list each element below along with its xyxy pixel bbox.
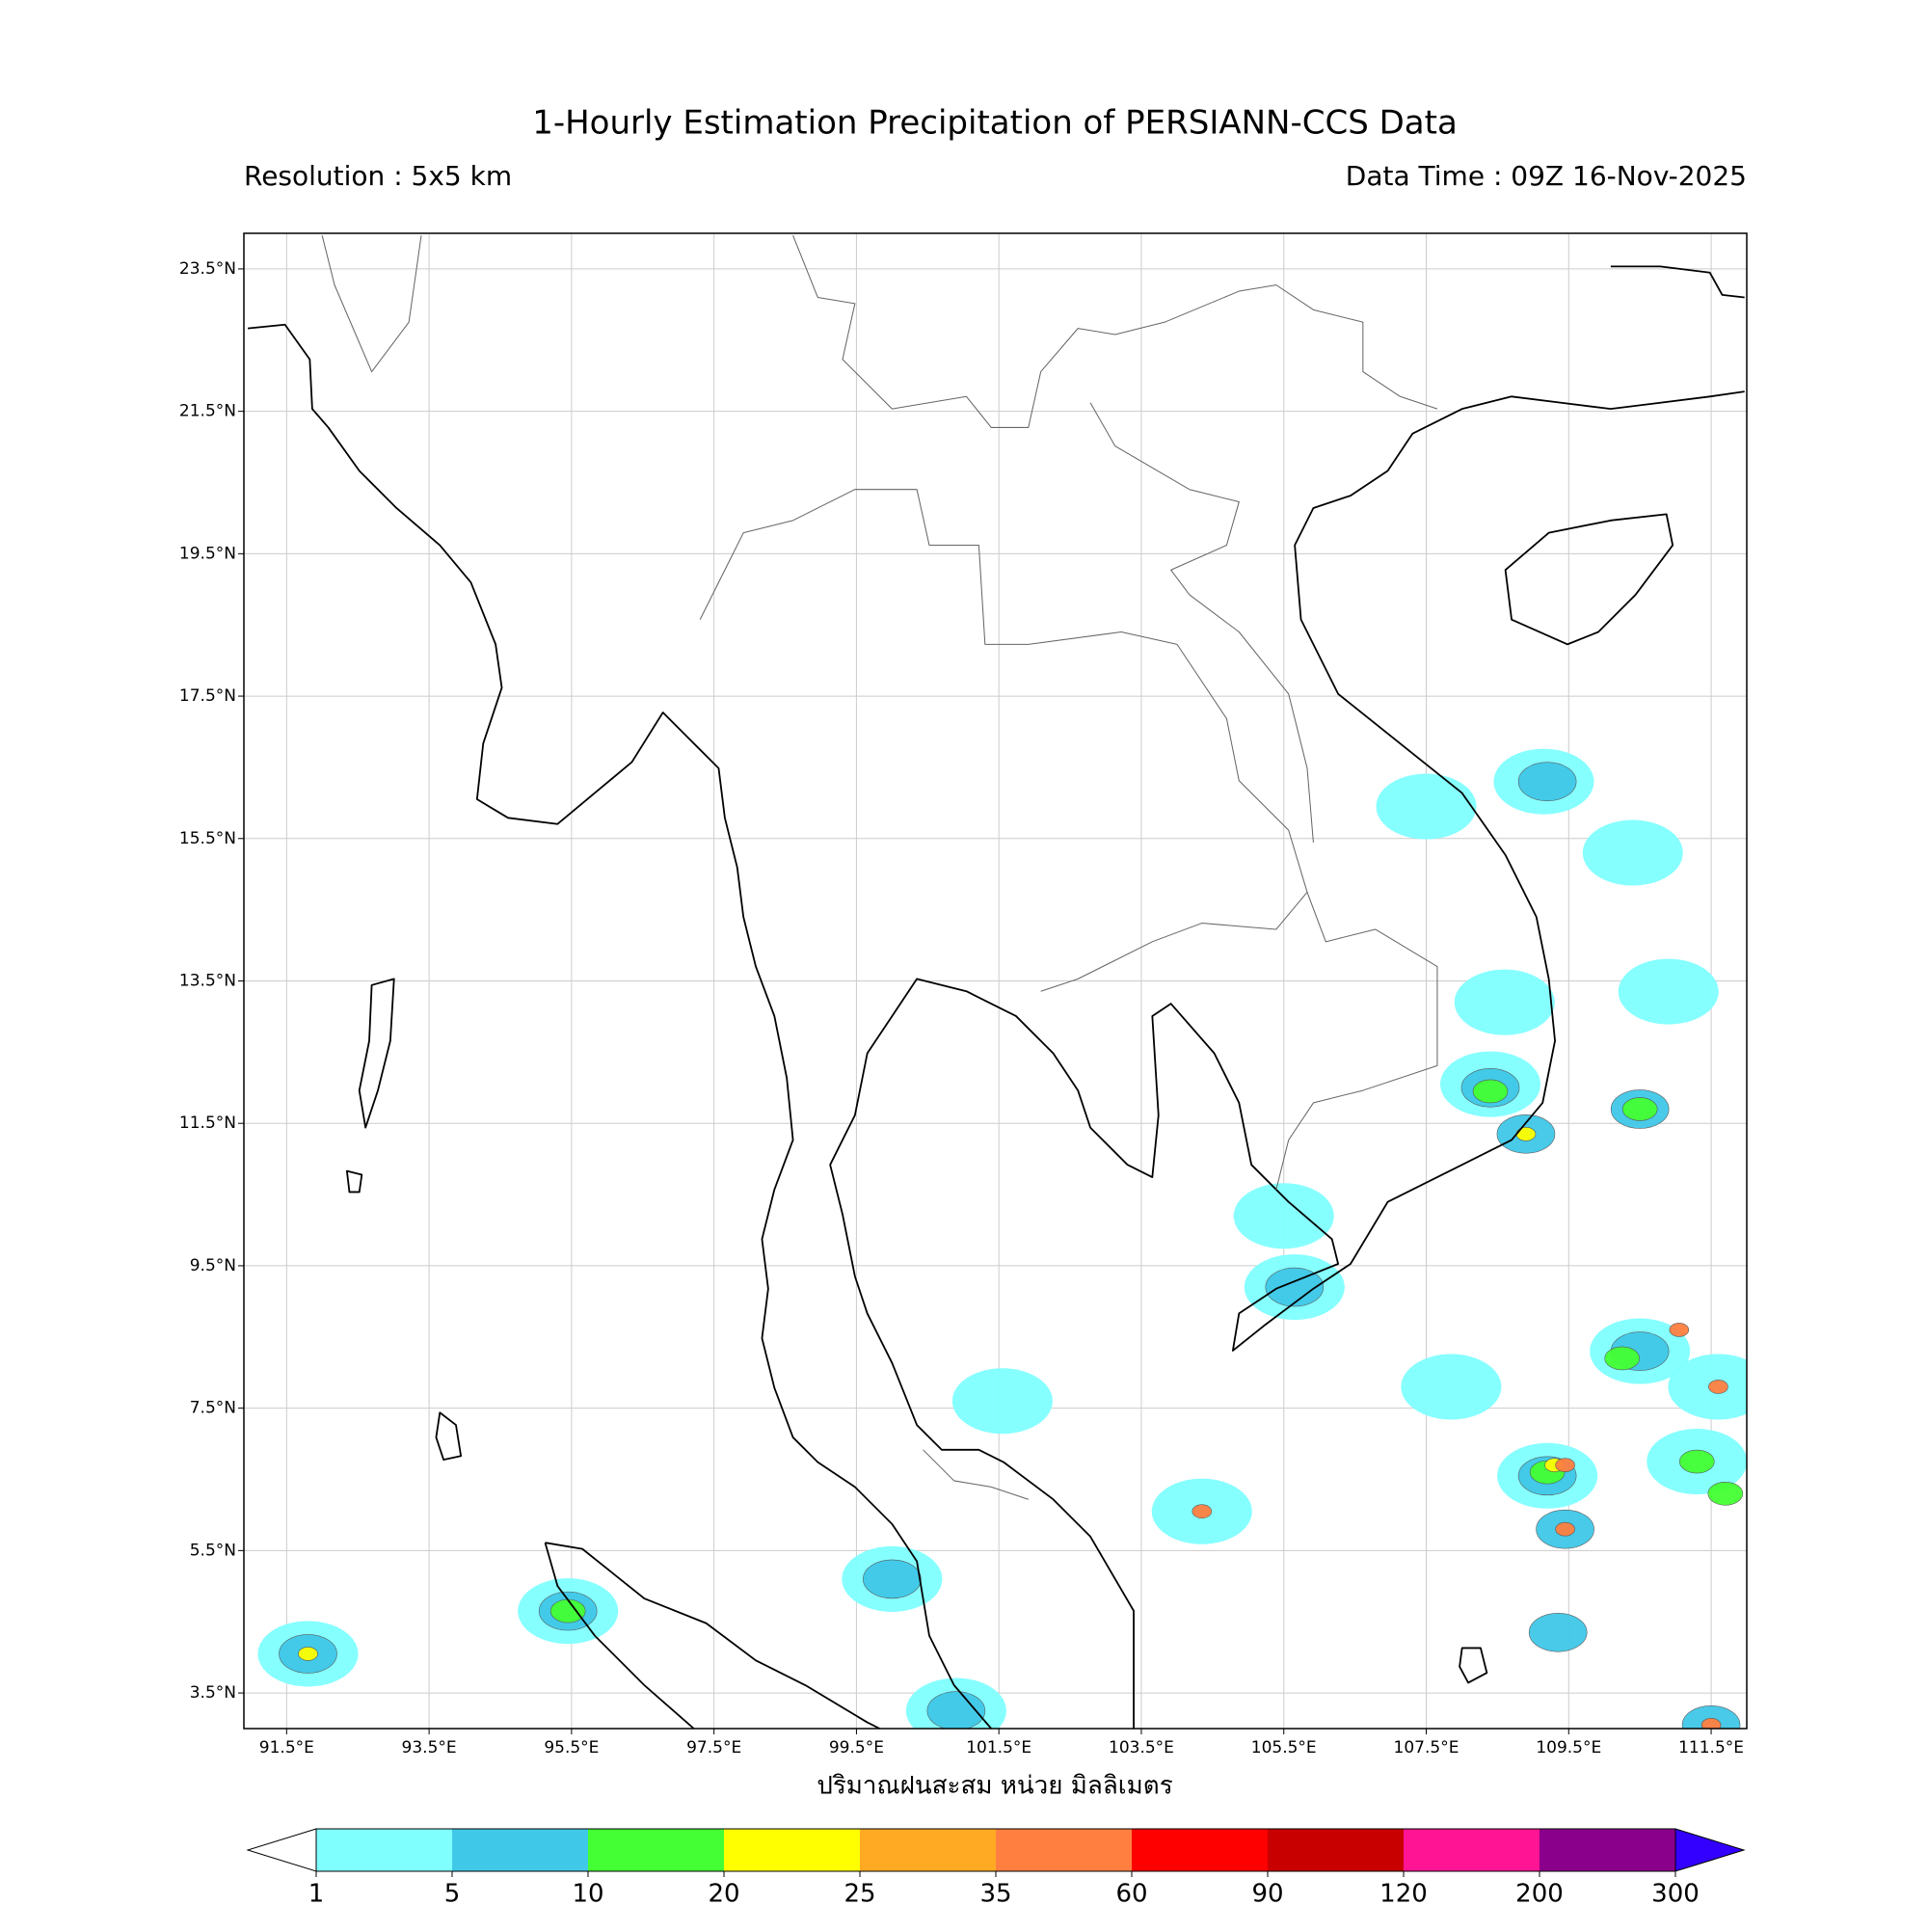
y-tick-label: 19.5°N <box>179 544 236 563</box>
colorbar-band <box>316 1829 453 1871</box>
colorbar-band <box>996 1829 1133 1871</box>
colorbar-band <box>1132 1829 1269 1871</box>
colorbar-band <box>588 1829 725 1871</box>
basemap <box>247 235 1745 1729</box>
country-border <box>699 489 1308 992</box>
x-tick-label: 93.5°E <box>402 1738 457 1758</box>
resolution-label: Resolution : 5x5 km <box>244 160 512 192</box>
colorbar-band <box>724 1829 861 1871</box>
y-tick-label: 13.5°N <box>179 972 236 991</box>
rain-cell <box>1668 1354 1747 1420</box>
rain-cell <box>1472 1079 1509 1104</box>
y-tick-label: 23.5°N <box>179 259 236 279</box>
rain-cell <box>298 1647 318 1661</box>
y-tick-label: 11.5°N <box>179 1114 236 1133</box>
colorbar-tick-label: 60 <box>1115 1880 1147 1909</box>
x-tick-label: 91.5°E <box>259 1738 314 1758</box>
coastline <box>829 390 1745 1729</box>
coastline <box>247 323 992 1729</box>
x-tick-label: 111.5°E <box>1678 1738 1744 1758</box>
rain-cell <box>1681 1705 1741 1729</box>
rain-cell <box>1265 1267 1325 1307</box>
rain-cell <box>1621 1097 1658 1121</box>
rain-cell <box>1401 1354 1502 1420</box>
map-title: 1-Hourly Estimation Precipitation of PER… <box>532 104 1458 143</box>
y-tick-label: 15.5°N <box>179 829 236 848</box>
x-tick-label: 109.5°E <box>1536 1738 1601 1758</box>
colorbar-band <box>1540 1829 1676 1871</box>
colorbar-band <box>860 1829 997 1871</box>
colorbar-tick-label: 200 <box>1515 1880 1564 1909</box>
x-tick-label: 101.5°E <box>966 1738 1031 1758</box>
colorbar: 1 5 10 20 25 35 60 90 120 200 300 <box>246 1828 1746 1909</box>
country-border <box>792 235 1438 1191</box>
y-tick-label: 3.5°N <box>190 1683 236 1703</box>
colorbar-tick-label: 1 <box>308 1880 325 1909</box>
y-tick-label: 21.5°N <box>179 402 236 421</box>
rain-cell <box>926 1691 986 1729</box>
x-tick-label: 105.5°E <box>1251 1738 1317 1758</box>
rain-cell <box>1517 762 1577 802</box>
rain-cell <box>1669 1323 1690 1337</box>
y-tick-label: 7.5°N <box>190 1399 236 1418</box>
colorbar-tick-label: 120 <box>1379 1880 1428 1909</box>
rain-cell <box>863 1559 922 1599</box>
y-tick-label: 5.5°N <box>190 1541 236 1560</box>
colorbar-band <box>1268 1829 1405 1871</box>
coastline <box>544 1542 880 1729</box>
rain-cell <box>1582 819 1683 886</box>
y-tick-label: 9.5°N <box>190 1256 236 1275</box>
rain-cell <box>1708 1380 1728 1394</box>
basemap-lines <box>247 235 1745 1729</box>
colorbar-tick-label: 90 <box>1251 1880 1283 1909</box>
rain-cell <box>951 1368 1053 1435</box>
country-border <box>321 235 1029 1500</box>
rain-cell <box>1604 1346 1640 1371</box>
axis-layer: 91.5°E 93.5°E 95.5°E 97.5°E 99.5°E 101.5°E 103… <box>179 259 1744 1758</box>
coastline <box>1610 265 1745 299</box>
rain-cell <box>1700 1718 1722 1729</box>
y-tick-label: 17.5°N <box>179 686 236 706</box>
colorbar-tick-label: 25 <box>844 1880 875 1909</box>
rain-cell <box>1678 1449 1715 1474</box>
x-tick-label: 99.5°E <box>829 1738 884 1758</box>
colorbar-frame <box>315 1828 1676 1872</box>
x-tick-label: 103.5°E <box>1109 1738 1174 1758</box>
colorbar-under <box>246 1828 317 1872</box>
rain-cell <box>1528 1612 1588 1652</box>
rain-layer <box>257 748 1747 1729</box>
rain-cell <box>1233 1183 1334 1249</box>
colorbar-tick-label: 35 <box>979 1880 1011 1909</box>
colorbar-band <box>452 1829 589 1871</box>
rain-cell <box>1618 958 1719 1025</box>
colorbar-over <box>1674 1828 1746 1872</box>
rain-cell <box>1376 773 1477 840</box>
island <box>345 978 1488 1684</box>
rain-cell <box>1555 1521 1575 1537</box>
x-tick-label: 95.5°E <box>544 1738 599 1758</box>
rain-cell <box>1192 1504 1213 1519</box>
rain-cell <box>1707 1481 1744 1506</box>
rain-cell <box>549 1598 586 1623</box>
rain-cell <box>1555 1458 1575 1473</box>
x-tick-label: 107.5°E <box>1394 1738 1459 1758</box>
data-time-label: Data Time : 09Z 16-Nov-2025 <box>1346 160 1747 192</box>
rain-cell <box>1515 1126 1537 1141</box>
colorbar-tick-label: 5 <box>444 1880 461 1909</box>
colorbar-tick-label: 20 <box>708 1880 739 1909</box>
coastline <box>1504 513 1674 646</box>
rain-cell <box>1454 969 1555 1035</box>
colorbar-tick-label: 10 <box>572 1880 603 1909</box>
colorbar-tick-label: 300 <box>1651 1880 1700 1909</box>
colorbar-band <box>1404 1829 1540 1871</box>
x-tick-label: 97.5°E <box>686 1738 741 1758</box>
colorbar-label: ปริมาณฝนสะสม หน่วย มิลลิเมตร <box>817 1772 1172 1801</box>
